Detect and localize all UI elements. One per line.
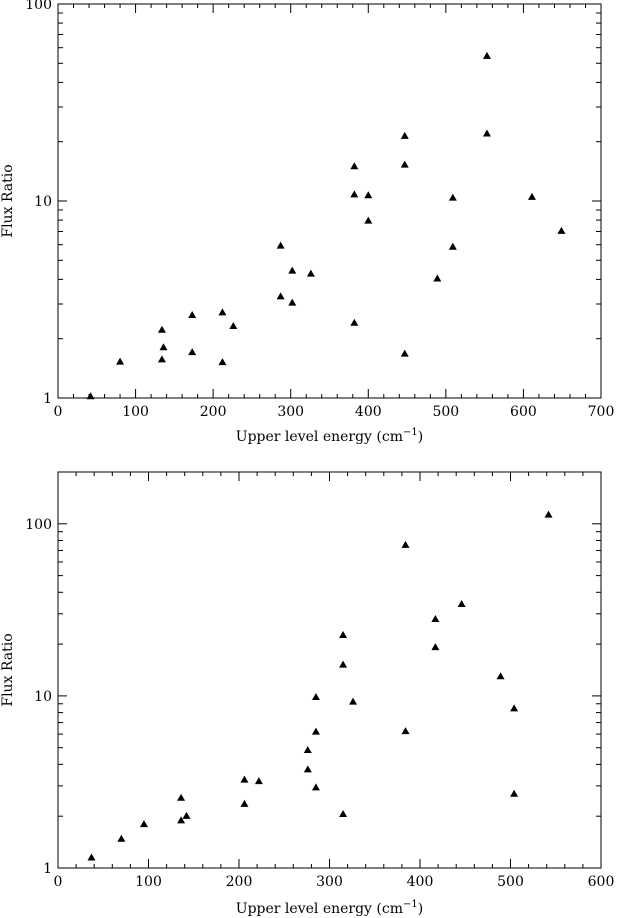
data-point xyxy=(306,269,315,277)
x-tick-label: 500 xyxy=(497,874,524,890)
top-scatter-plot: 0 100 200 300 400 500 600 700 1 10 100 Upper level … xyxy=(0,0,614,445)
data-point xyxy=(482,129,491,137)
data-point xyxy=(288,266,297,274)
data-point xyxy=(527,192,536,200)
x-axis-label: Upper level energy (cm−1) xyxy=(236,899,423,917)
y-tick-label: 1 xyxy=(43,861,52,877)
data-point xyxy=(303,745,312,753)
data-point xyxy=(240,775,249,783)
data-point xyxy=(87,853,96,861)
data-point xyxy=(159,343,168,351)
data-point xyxy=(433,274,442,282)
x-tick-label: 100 xyxy=(135,874,162,890)
data-point xyxy=(157,355,166,363)
x-tick-label: 500 xyxy=(432,404,459,420)
x-tick-label: 400 xyxy=(407,874,434,890)
data-point xyxy=(311,783,320,791)
x-tick-label: 600 xyxy=(588,874,615,890)
x-tick-label: 400 xyxy=(355,404,382,420)
data-point xyxy=(339,630,348,638)
x-tick-label: 200 xyxy=(200,404,227,420)
y-tick-label: 100 xyxy=(25,0,52,13)
data-point xyxy=(218,308,227,316)
data-point xyxy=(457,599,466,607)
x-tick-label: 300 xyxy=(316,874,343,890)
x-tick-label: 700 xyxy=(588,404,615,420)
data-point xyxy=(311,727,320,735)
data-point xyxy=(448,242,457,250)
x-tick-label: 0 xyxy=(54,874,63,890)
data-point xyxy=(510,789,519,797)
data-point xyxy=(349,697,358,705)
data-point xyxy=(496,672,505,680)
x-axis-label: Upper level energy (cm−1) xyxy=(236,427,423,445)
y-tick-label: 100 xyxy=(25,517,52,533)
data-point xyxy=(157,325,166,333)
plot-frame xyxy=(57,471,602,869)
x-tick-label: 600 xyxy=(510,404,537,420)
data-point xyxy=(240,799,249,807)
data-point xyxy=(177,816,186,824)
data-point xyxy=(288,298,297,306)
y-axis-label: Flux Ratio xyxy=(0,164,16,237)
data-point xyxy=(188,348,197,356)
data-point xyxy=(557,226,566,234)
x-tick-label: 0 xyxy=(54,404,63,420)
y-tick-label: 10 xyxy=(34,689,52,705)
data-point xyxy=(182,811,191,819)
data-point xyxy=(544,510,553,518)
data-point xyxy=(303,765,312,773)
data-point xyxy=(431,614,440,622)
y-axis-label: Flux Ratio xyxy=(0,633,16,706)
data-point xyxy=(448,193,457,201)
data-point xyxy=(218,358,227,366)
data-point xyxy=(510,704,519,712)
data-point xyxy=(254,777,263,785)
data-point xyxy=(276,292,285,300)
x-tick-label: 200 xyxy=(226,874,253,890)
data-point xyxy=(350,162,359,170)
bottom-scatter-plot: 0 100 200 300 400 500 600 1 10 100 Upper level ene… xyxy=(0,471,615,917)
data-point xyxy=(339,660,348,668)
data-point xyxy=(311,693,320,701)
data-point xyxy=(364,216,373,224)
data-point xyxy=(86,392,95,400)
data-point xyxy=(401,540,410,548)
y-tick-label: 10 xyxy=(34,194,52,210)
data-point xyxy=(350,190,359,198)
data-point xyxy=(400,160,409,168)
data-point xyxy=(276,241,285,249)
y-tick-label: 1 xyxy=(43,391,52,407)
data-point xyxy=(177,793,186,801)
plot-frame xyxy=(57,3,602,399)
data-point xyxy=(117,834,126,842)
data-point xyxy=(482,51,491,59)
data-point xyxy=(400,349,409,357)
data-point xyxy=(188,310,197,318)
data-point xyxy=(229,321,238,329)
x-tick-label: 100 xyxy=(122,404,149,420)
data-point xyxy=(350,318,359,326)
x-tick-label: 300 xyxy=(277,404,304,420)
data-point xyxy=(139,820,148,828)
data-point xyxy=(400,131,409,139)
data-point xyxy=(339,809,348,817)
data-point xyxy=(401,727,410,735)
data-point xyxy=(364,191,373,199)
data-point xyxy=(116,357,125,365)
data-point xyxy=(431,643,440,651)
